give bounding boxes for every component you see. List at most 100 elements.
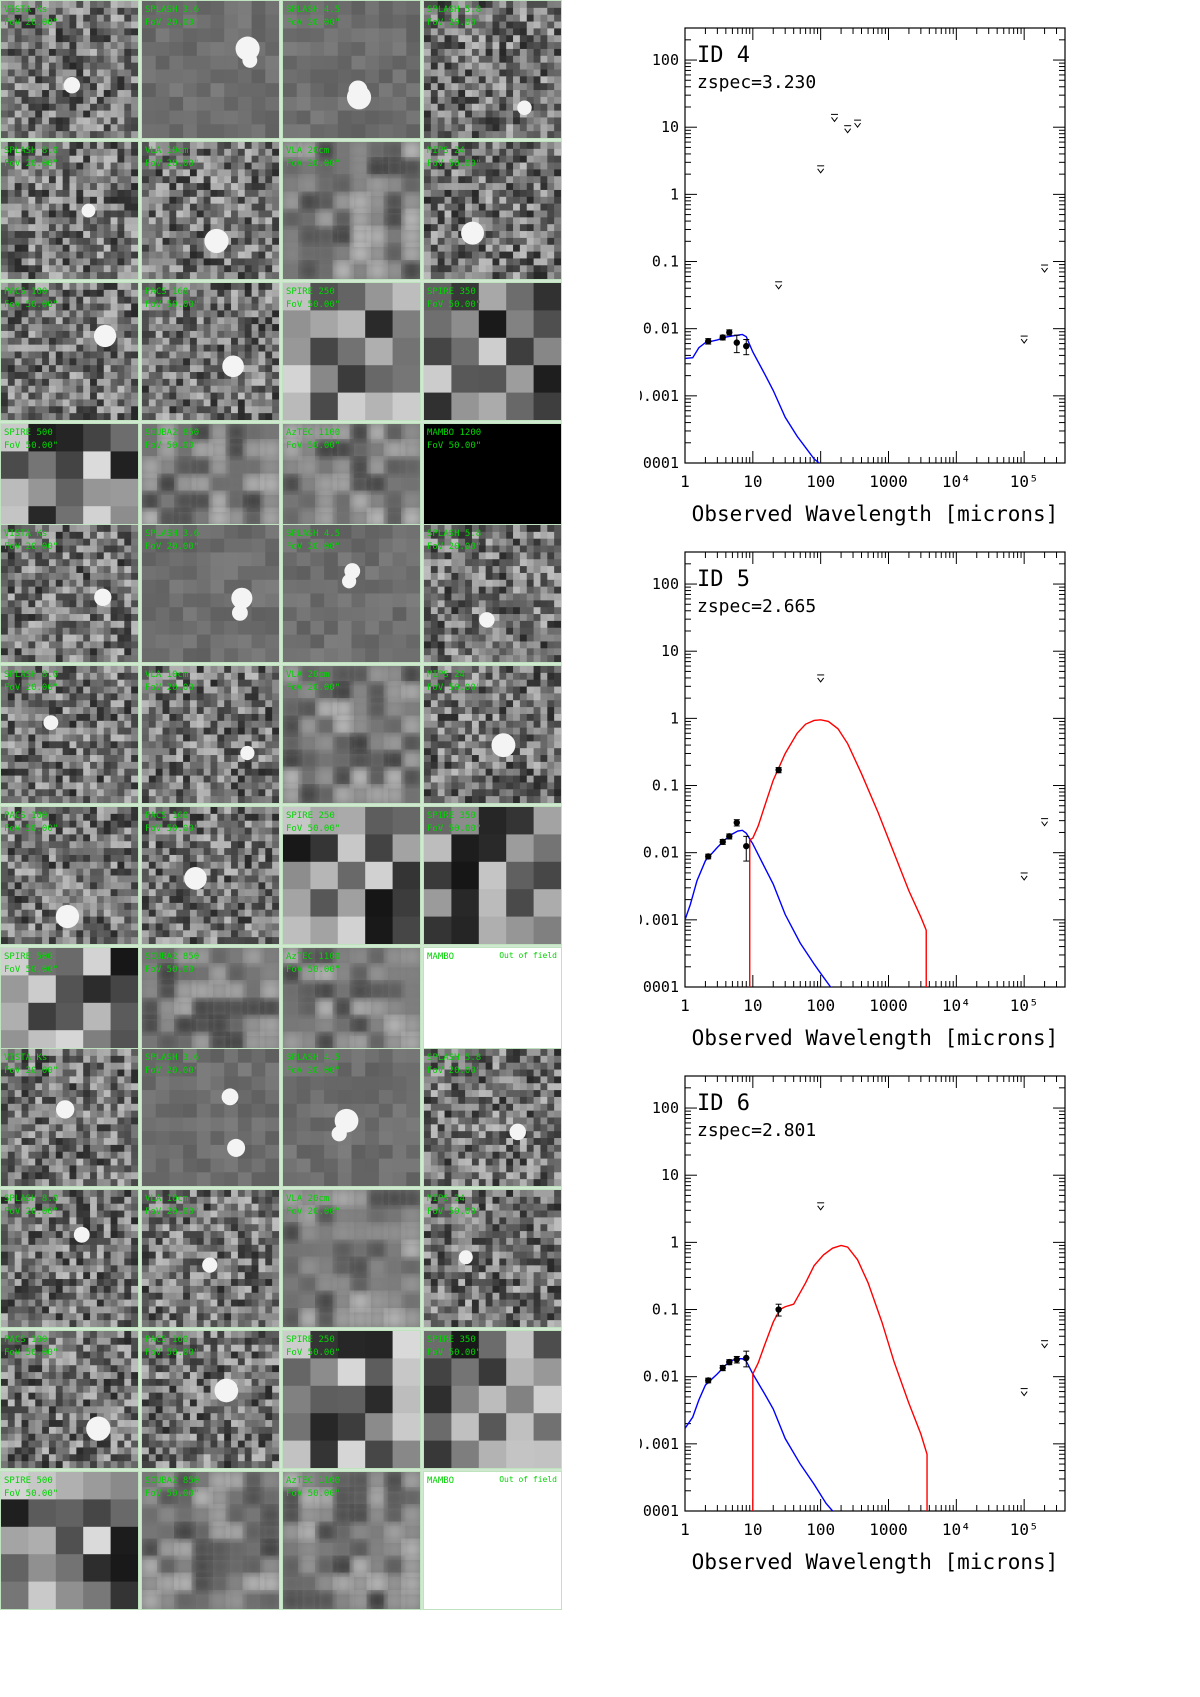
photometry-point [743,1354,750,1362]
band-label: VISTA Ks [4,5,48,15]
cutout-pacs-100: PACS 100 FoV 50.00" [0,1330,139,1469]
fov-label: FoV 20.00" [286,683,341,693]
fov-label: FoV 50.00" [427,683,482,693]
upper-limit-arrow [854,122,861,128]
upper-limit-arrow [817,1205,825,1211]
cutout-image [424,807,561,944]
cutout-label: SPIRE 250 FoV 50.00" [286,810,340,836]
cutout-mips-24: MIPS 24 FoV 50.00" [423,665,562,804]
fov-label: FoV 20.00" [145,159,200,169]
cutout-image [424,283,561,420]
fov-label: FoV 20.00" [4,18,59,28]
photometry-point [705,1377,712,1384]
source-id-label: ID 4 [697,43,750,68]
band-label: VISTA Ks [4,1053,48,1063]
photometry-point [775,1306,782,1313]
fov-label: FoV 20.00" [286,542,341,552]
cutout-label: SPIRE 350 FoV 50.00" [427,286,481,312]
fov-label: FoV 50.00" [286,965,341,975]
fov-label: FoV 20.00" [4,683,59,693]
cutout-vla-20cm: VLA 20cm FoV 20.00" [282,1189,421,1328]
photometry-point [726,329,733,336]
cutout-image [142,1472,279,1609]
band-label: SPLASH 3.6 [145,1053,200,1063]
y-tick-label: 1 [670,185,679,203]
fov-label: FoV 20.00" [4,1066,59,1076]
cutout-splash-4-5: SPLASH 4.5 FoV 20.00" [282,1048,421,1187]
x-tick-label: 10 [743,996,762,1015]
plot-frame [684,1075,1066,1512]
cutout-image [142,283,279,420]
cutout-spire-350: SPIRE 350 FoV 50.00" [423,282,562,421]
x-tick-label: 1 [680,996,690,1015]
fov-label: FoV 20.00" [286,159,341,169]
cutout-label: SPLASH 3.6 FoV 20.00" [145,528,199,554]
band-label: SPLASH 4.5 [286,5,341,15]
y-tick-label: 0.1 [652,777,679,795]
cutout-mambo: MAMBO Out of field [423,1471,562,1610]
cutout-label: SPIRE 350 FoV 50.00" [427,1334,481,1360]
fov-label: FoV 50.00" [4,824,59,834]
fov-label: FoV 50.00" [427,159,482,169]
cutout-vista-ks: VISTA Ks FoV 20.00" [0,0,139,139]
cutout-image [424,142,561,279]
sed-model-line [752,1244,928,1511]
cutout-label: MAMBO [427,1475,454,1488]
cutout-pacs-160: PACS 160 FoV 50.00" [141,1330,280,1469]
cutout-label: VLA 20cm FoV 20.00" [286,145,340,171]
band-label: MIPS 24 [427,146,465,156]
fov-label: FoV 50.00" [427,1207,482,1217]
band-label: VISTA Ks [4,529,48,539]
cutout-label: MIPS 24 FoV 50.00" [427,145,481,171]
zspec-label: zspec=2.665 [697,596,816,617]
y-tick-label: 0.0001 [640,978,679,996]
fov-label: FoV 50.00" [145,300,200,310]
cutout-spire-250: SPIRE 250 FoV 50.00" [282,282,421,421]
zspec-label: zspec=3.230 [697,72,816,93]
fov-label: FoV 50.00" [286,824,341,834]
cutout-label: SCUBA2 850 FoV 50.00" [145,1475,199,1501]
cutout-label: AzTEC 1100 FoV 50.00" [286,1475,340,1501]
x-tick-label: 1000 [869,472,908,491]
x-tick-label: 10⁵ [1010,996,1039,1015]
cutout-label: PACS 160 FoV 50.00" [145,1334,199,1360]
band-label: SPLASH 4.5 [286,1053,341,1063]
band-label: MIPS 24 [427,670,465,680]
fov-label: FoV 20.00" [4,1207,59,1217]
cutout-image [283,1190,420,1327]
cutout-grid: VISTA Ks FoV 20.00" SPLASH 3.6 FoV 20.00" SP… [0,0,562,562]
cutout-label: SPIRE 250 FoV 50.00" [286,1334,340,1360]
cutout-label: MAMBO 1200 FoV 50.00" [427,427,481,453]
cutout-splash-5-8: SPLASH 5.8 FoV 20.00" [423,0,562,139]
band-label: PACS 160 [145,287,189,297]
fov-label: FoV 50.00" [4,300,59,310]
band-label: SPLASH 8.0 [4,1194,59,1204]
cutout-label: PACS 100 FoV 50.00" [4,810,58,836]
sed-chart: 1 10 100 1000 10⁴ 10⁵ 0.0001 0.001 0.01 0.1 1 10 100… [640,1075,1066,1574]
x-axis-label: Observed Wavelength [microns] [692,1026,1059,1050]
cutout-image [142,1,279,138]
fov-label: FoV 20.00" [427,542,482,552]
upper-limit-arrow [1020,338,1028,344]
cutout-splash-3-6: SPLASH 3.6 FoV 20.00" [141,1048,280,1187]
band-label: MAMBO [427,1476,455,1486]
band-label: SPLASH 5.8 [427,5,482,15]
x-tick-label: 10⁴ [942,1520,971,1539]
band-label: SPIRE 250 [286,287,335,297]
sed-model-line [749,719,927,987]
sed-plot: 1 10 100 1000 10⁴ 10⁵ 0.0001 0.001 0.01 0.1 1 10 100… [640,542,1200,1082]
cutout-splash-3-6: SPLASH 3.6 FoV 20.00" [141,0,280,139]
band-label: VLA 10cm [145,146,189,156]
fov-label: FoV 20.00" [286,1066,341,1076]
photometry-point [733,1356,740,1363]
x-tick-label: 10⁴ [942,472,971,491]
cutout-image [1,1331,138,1468]
cutout-label: SPIRE 350 FoV 50.00" [427,810,481,836]
photometry-point [733,819,740,826]
cutout-label: SPLASH 3.6 FoV 20.00" [145,1052,199,1078]
y-tick-label: 10 [661,118,679,136]
cutout-spire-500: SPIRE 500 FoV 50.00" [0,1471,139,1610]
upper-limit-arrow [1041,267,1048,273]
cutout-vla-10cm: VLA 10cm FoV 20.00" [141,141,280,280]
x-tick-label: 10 [743,472,762,491]
